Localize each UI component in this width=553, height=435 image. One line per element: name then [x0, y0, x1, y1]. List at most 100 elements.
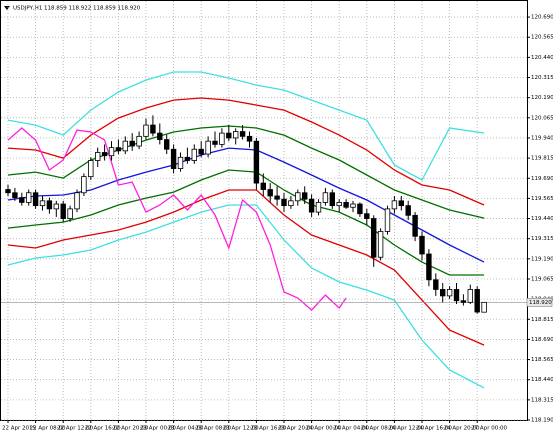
- y-tick-label: 119.440: [531, 216, 553, 222]
- candle-body: [5, 189, 11, 194]
- indicator-line: [7, 189, 485, 346]
- y-tick-label: 119.690: [531, 176, 553, 182]
- candle-body: [260, 182, 266, 190]
- candle-body: [170, 148, 177, 169]
- candle-body: [184, 156, 191, 161]
- candle-body: [350, 203, 356, 208]
- candle-body: [205, 140, 211, 155]
- candle-body: [433, 279, 439, 290]
- candle-body: [108, 147, 115, 157]
- candle-body: [81, 176, 87, 194]
- x-tick-label: 24 Apr 04:00: [333, 426, 369, 432]
- candle-body: [163, 139, 170, 150]
- candle-body: [315, 202, 322, 213]
- candle-body: [467, 289, 473, 303]
- x-tick-label: 23 Apr 08:00: [195, 426, 231, 432]
- candle-body: [46, 200, 53, 210]
- x-tick-label: 23 Apr 12:00: [223, 426, 259, 432]
- grid: [1, 1, 527, 421]
- candle-body: [239, 131, 246, 137]
- candle-body: [481, 301, 487, 313]
- candle-body: [412, 214, 418, 237]
- candle-body: [398, 200, 404, 207]
- x-tick-label: 22 Apr 12:00: [57, 426, 93, 432]
- y-tick-label: 118.315: [531, 397, 553, 403]
- candle-body: [419, 235, 425, 255]
- y-tick-label: 118.440: [531, 377, 553, 383]
- y-tick-label: 119.940: [531, 135, 553, 141]
- candle-body: [267, 189, 273, 197]
- indicator-line: [7, 204, 485, 389]
- candle-body: [370, 218, 377, 258]
- candle-body: [150, 124, 156, 134]
- y-tick-label: 119.815: [531, 156, 553, 162]
- candle-body: [122, 140, 128, 152]
- candle-body: [177, 156, 184, 169]
- header-icon: [4, 6, 10, 10]
- x-tick-label: 23 Apr 16:00: [250, 426, 286, 432]
- x-tick-label: 23 Apr 00:00: [140, 426, 176, 432]
- candle-body: [426, 253, 432, 281]
- candle-body: [60, 203, 66, 219]
- y-tick-label: 119.315: [531, 236, 553, 242]
- candle-body: [212, 140, 218, 145]
- x-tick-label: 24 Apr 20:00: [444, 426, 480, 432]
- candle-body: [384, 208, 391, 232]
- candle-body: [88, 160, 94, 178]
- candle-body: [143, 124, 149, 137]
- y-tick-label: 120.440: [531, 55, 553, 61]
- current-price-label: 118.920: [529, 300, 552, 306]
- lines: [1, 71, 527, 389]
- candle-body: [322, 192, 329, 203]
- x-tick-label: 23 Apr 20:00: [278, 426, 314, 432]
- candle-body: [364, 213, 370, 219]
- candle-body: [19, 197, 25, 203]
- y-tick-label: 118.815: [531, 317, 553, 323]
- candle-body: [74, 192, 80, 210]
- candle-body: [67, 208, 73, 219]
- chart-header: USDJPY,H1 118.859 118.922 118.859 118.92…: [13, 6, 141, 12]
- indicator-line: [7, 127, 347, 312]
- axes: 120.690 120.565 120.440 120.315 120.190 120.0…: [2, 15, 553, 432]
- plot-frame: [0, 0, 528, 421]
- candle-body: [129, 140, 135, 147]
- candles: [5, 115, 487, 314]
- x-tick-label: 22 Apr 16:00: [85, 426, 121, 432]
- y-tick-label: 118.690: [531, 337, 553, 343]
- candle-body: [391, 200, 398, 210]
- y-tick-label: 120.315: [531, 75, 553, 81]
- current-price-box: [526, 298, 553, 307]
- candle-body: [232, 131, 239, 139]
- candle-body: [191, 148, 197, 161]
- candle-body: [274, 195, 280, 200]
- candle-body: [405, 205, 411, 216]
- candle-body: [226, 132, 232, 139]
- candle-body: [460, 300, 467, 303]
- indicator-line: [7, 169, 485, 276]
- candle-body: [329, 192, 335, 207]
- candle-body: [281, 198, 287, 207]
- candle-body: [446, 289, 453, 297]
- candle-body: [157, 132, 163, 140]
- x-tick-label: 24 Apr 12:00: [388, 426, 424, 432]
- candle-body: [246, 135, 253, 142]
- candle-body: [308, 198, 315, 213]
- x-tick-label: 23 Apr 04:00: [168, 426, 204, 432]
- candle-body: [95, 152, 101, 161]
- y-tick-label: 119.190: [531, 256, 553, 262]
- candle-body: [115, 147, 122, 152]
- y-tick-label: 119.565: [531, 196, 553, 202]
- candle-body: [377, 231, 384, 258]
- indicator-line: [7, 97, 485, 206]
- candle-body: [101, 152, 108, 157]
- y-tick-label: 120.065: [531, 115, 553, 121]
- candle-body: [295, 192, 301, 202]
- candle-body: [136, 135, 142, 147]
- y-tick-label: 120.565: [531, 35, 553, 41]
- candle-body: [439, 289, 446, 297]
- x-tick-label: 24 Apr 08:00: [361, 426, 397, 432]
- x-tick-label: 27 Apr 00:00: [471, 426, 507, 432]
- x-tick-label: 24 Apr 16:00: [416, 426, 452, 432]
